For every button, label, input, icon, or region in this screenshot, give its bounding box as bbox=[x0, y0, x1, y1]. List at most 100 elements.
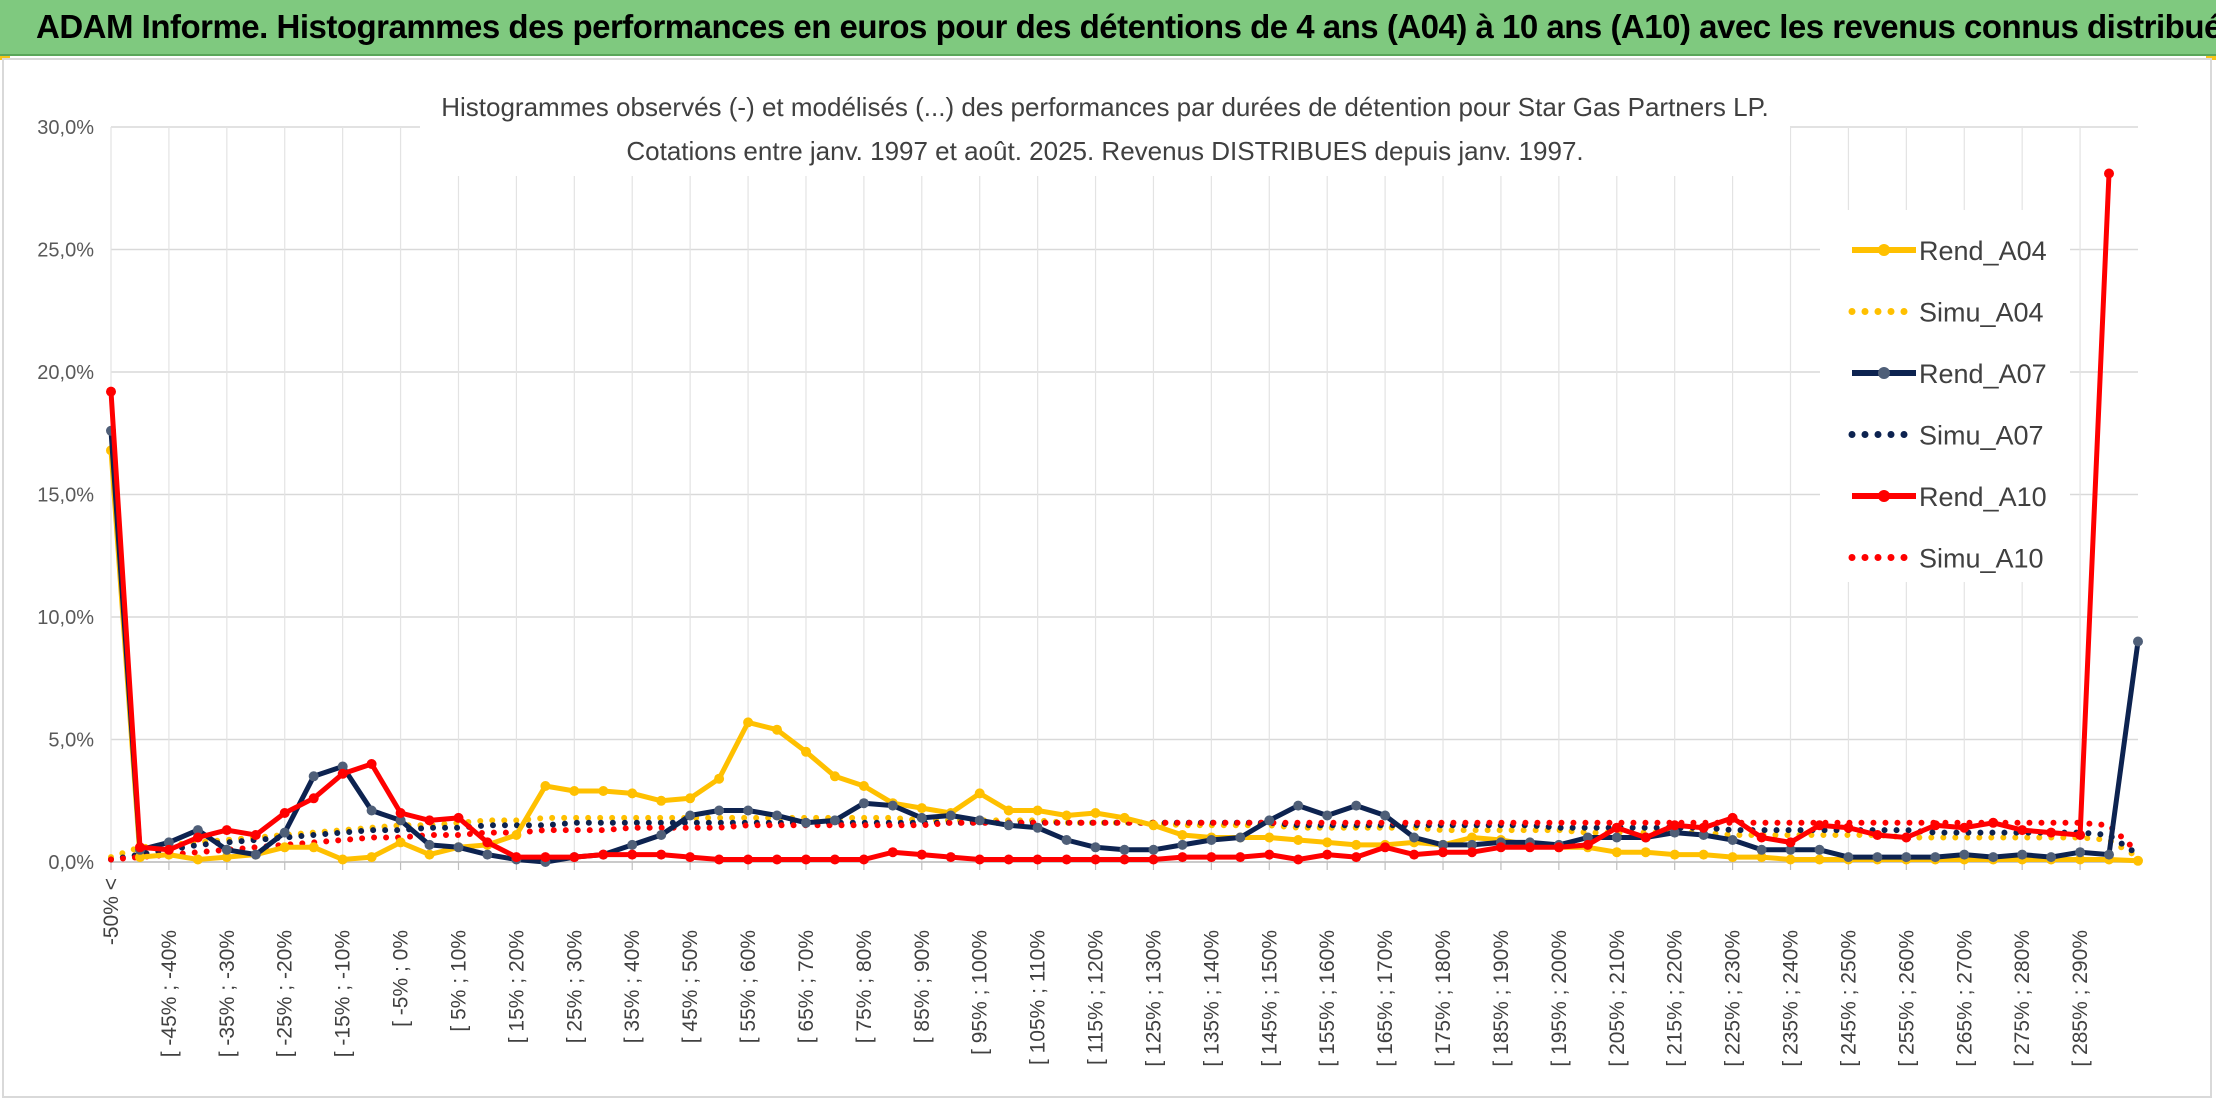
data-point-rend_a10 bbox=[1409, 849, 1420, 860]
legend-label: Simu_A04 bbox=[1919, 298, 2044, 328]
data-point-rend_a10 bbox=[2104, 168, 2114, 179]
legend-label: Rend_A10 bbox=[1919, 482, 2047, 512]
data-point-rend_a10 bbox=[772, 854, 782, 865]
data-point-rend_a04 bbox=[279, 842, 290, 853]
data-point-rend_a10 bbox=[424, 815, 435, 826]
x-tick-label: [ 235% ; 240% bbox=[1780, 930, 1803, 1067]
data-point-rend_a07 bbox=[1003, 820, 1014, 831]
data-point-rend_a04 bbox=[974, 788, 985, 799]
y-tick-label: 20,0% bbox=[37, 362, 94, 384]
report-header: ADAM Informe. Histogrammes des performan… bbox=[0, 0, 2216, 56]
data-point-rend_a07 bbox=[1351, 800, 1362, 811]
x-tick-label: [ 195% ; 200% bbox=[1548, 930, 1571, 1067]
x-tick-label: [ 205% ; 210% bbox=[1606, 930, 1629, 1067]
x-tick-label: [ 85% ; 90% bbox=[911, 930, 934, 1043]
data-point-rend_a04 bbox=[337, 854, 348, 865]
legend-label: Simu_A10 bbox=[1919, 544, 2044, 574]
data-point-rend_a07 bbox=[1235, 832, 1246, 843]
data-point-rend_a10 bbox=[395, 808, 406, 818]
data-point-rend_a07 bbox=[656, 830, 667, 840]
data-point-rend_a10 bbox=[1872, 830, 1883, 840]
data-point-rend_a04 bbox=[1467, 832, 1477, 843]
x-tick-label: -50% < bbox=[100, 878, 123, 945]
data-point-rend_a07 bbox=[2046, 852, 2057, 863]
data-point-rend_a04 bbox=[1264, 832, 1275, 843]
y-tick-label: 0,0% bbox=[48, 852, 94, 874]
data-point-rend_a07 bbox=[1669, 827, 1680, 838]
x-tick-label: [ 135% ; 140% bbox=[1200, 930, 1223, 1067]
data-point-rend_a10 bbox=[685, 852, 696, 863]
data-point-rend_a04 bbox=[772, 724, 782, 735]
data-point-rend_a07 bbox=[1264, 815, 1275, 826]
data-point-rend_a07 bbox=[1119, 844, 1130, 855]
data-point-rend_a07 bbox=[192, 825, 203, 836]
data-point-rend_a10 bbox=[1524, 842, 1535, 853]
data-point-rend_a07 bbox=[1090, 842, 1101, 853]
data-point-rend_a10 bbox=[945, 852, 956, 863]
legend-label: Simu_A07 bbox=[1919, 421, 2044, 451]
data-point-rend_a07 bbox=[1930, 852, 1941, 863]
data-point-rend_a07 bbox=[685, 810, 696, 821]
data-point-rend_a04 bbox=[511, 830, 522, 840]
data-point-rend_a04 bbox=[1032, 805, 1043, 816]
data-point-rend_a04 bbox=[1061, 810, 1072, 821]
x-tick-label: [ 45% ; 50% bbox=[679, 930, 702, 1043]
data-point-rend_a10 bbox=[1003, 854, 1014, 865]
chart-legend: Rend_A04 Simu_A04 Rend_A07 Simu_A07 Rend_A10… bbox=[1848, 236, 2047, 574]
data-point-rend_a10 bbox=[801, 854, 811, 865]
legend-marker bbox=[1878, 367, 1890, 379]
data-point-rend_a10 bbox=[1640, 832, 1651, 843]
series-lines bbox=[106, 168, 2143, 867]
data-point-rend_a10 bbox=[2017, 825, 2028, 836]
data-point-rend_a04 bbox=[192, 854, 203, 865]
data-point-rend_a07 bbox=[1206, 835, 1217, 845]
data-point-rend_a04 bbox=[135, 852, 145, 863]
y-tick-label: 25,0% bbox=[37, 240, 94, 262]
data-point-rend_a10 bbox=[1698, 822, 1709, 833]
x-tick-label: [ 175% ; 180% bbox=[1432, 930, 1455, 1067]
data-point-rend_a10 bbox=[1264, 849, 1275, 860]
data-point-rend_a04 bbox=[743, 717, 754, 728]
data-point-rend_a07 bbox=[1901, 852, 1912, 863]
x-tick-label: [ -45% ; -40% bbox=[158, 930, 181, 1057]
data-point-rend_a07 bbox=[1698, 830, 1709, 840]
data-point-rend_a04 bbox=[1669, 849, 1680, 860]
x-tick-label: [ 35% ; 40% bbox=[621, 930, 644, 1043]
data-point-rend_a10 bbox=[887, 847, 898, 858]
legend-marker bbox=[1878, 244, 1890, 256]
data-point-rend_a10 bbox=[1380, 842, 1391, 853]
data-point-rend_a07 bbox=[743, 805, 754, 816]
gridlines bbox=[110, 126, 2138, 863]
data-point-rend_a07 bbox=[453, 842, 464, 853]
data-point-rend_a10 bbox=[1032, 854, 1043, 865]
data-point-rend_a07 bbox=[858, 798, 869, 809]
data-point-rend_a07 bbox=[482, 849, 493, 860]
data-point-rend_a10 bbox=[1148, 854, 1159, 865]
data-point-rend_a07 bbox=[887, 800, 898, 811]
data-point-rend_a04 bbox=[1003, 805, 1014, 816]
data-point-rend_a07 bbox=[1467, 839, 1477, 850]
data-point-rend_a04 bbox=[685, 793, 696, 804]
data-point-rend_a07 bbox=[916, 812, 927, 823]
data-point-rend_a04 bbox=[395, 837, 406, 848]
data-point-rend_a07 bbox=[829, 815, 840, 826]
data-point-rend_a07 bbox=[308, 771, 319, 782]
data-point-rend_a10 bbox=[829, 854, 840, 865]
data-point-rend_a07 bbox=[2075, 847, 2086, 858]
y-tick-label: 5,0% bbox=[48, 730, 94, 752]
x-tick-label: [ 115% ; 120% bbox=[1085, 930, 1108, 1065]
x-tick-label: [ 25% ; 30% bbox=[563, 930, 586, 1043]
data-point-rend_a04 bbox=[801, 746, 811, 757]
data-point-rend_a07 bbox=[279, 827, 290, 838]
data-point-rend_a04 bbox=[424, 849, 435, 860]
data-point-rend_a04 bbox=[1177, 830, 1188, 840]
data-point-rend_a07 bbox=[714, 805, 725, 816]
data-point-rend_a07 bbox=[395, 815, 406, 826]
y-tick-label: 10,0% bbox=[37, 607, 94, 629]
data-point-rend_a07 bbox=[1756, 844, 1767, 855]
data-point-rend_a10 bbox=[1988, 817, 1999, 828]
data-point-rend_a07 bbox=[801, 817, 811, 828]
x-tick-label: [ 65% ; 70% bbox=[795, 930, 818, 1043]
data-point-rend_a10 bbox=[2075, 830, 2086, 840]
data-point-rend_a10 bbox=[1351, 852, 1362, 863]
